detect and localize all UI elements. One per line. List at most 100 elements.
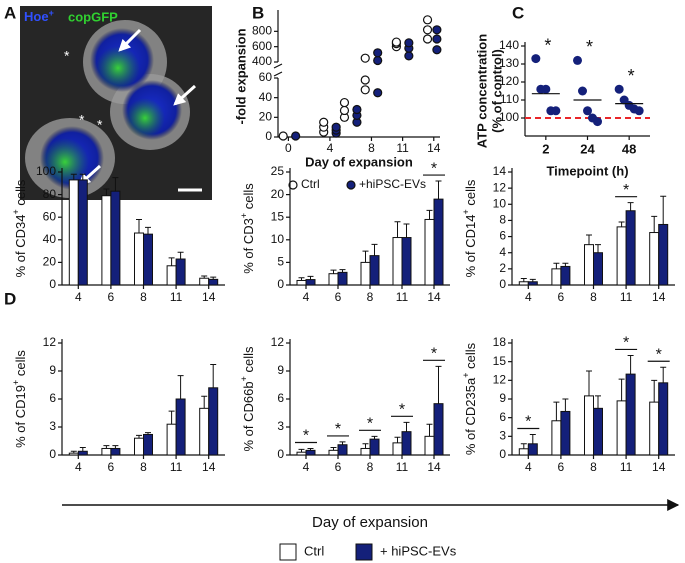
point: [360, 53, 370, 63]
error-bar: [435, 365, 442, 404]
error-bar: [618, 221, 625, 227]
x-tick-label: 14: [202, 290, 216, 304]
point: [541, 84, 551, 94]
label-text: Hoe: [24, 9, 49, 24]
x-tick-label: 6: [335, 460, 342, 474]
point: [404, 38, 414, 48]
label-part: % of CD235a: [463, 377, 478, 455]
error-bar: [330, 269, 337, 274]
bar: [584, 244, 594, 286]
bar: [625, 373, 636, 456]
bar: [101, 447, 112, 456]
label-part: % of CD34: [13, 215, 28, 278]
x-tick-label: 14: [202, 460, 216, 474]
x-tick-label: 14: [427, 141, 441, 155]
point: [339, 105, 350, 116]
bar: [649, 232, 660, 286]
panel-label: D: [4, 289, 16, 308]
bar: [625, 210, 636, 286]
y-tick-label: 80: [43, 187, 57, 201]
y-axis-label: (% of control): [489, 49, 504, 133]
label-part: +: [461, 209, 471, 214]
error-bar: [595, 244, 601, 253]
bar: [208, 387, 219, 456]
bar: [527, 281, 538, 286]
error-bar: [70, 450, 77, 454]
y-tick-label: 15: [493, 354, 507, 368]
bar: [392, 442, 403, 456]
significance: *: [628, 66, 635, 86]
bar: [143, 433, 153, 456]
point: [360, 85, 370, 95]
error-bar: [298, 277, 305, 281]
error-bar: [145, 432, 151, 435]
y-tick-label: 25: [271, 164, 285, 178]
legend-label: Ctrl: [304, 543, 324, 558]
error-bar: [660, 366, 667, 383]
x-tick-label: 4: [303, 290, 310, 304]
point: [291, 131, 301, 141]
error-bar: [426, 209, 433, 220]
y-tick-label: 0: [499, 277, 506, 291]
x-tick-label: 14: [427, 290, 441, 304]
bar: [166, 265, 177, 286]
y-tick-label: 140: [499, 38, 519, 52]
point: [339, 97, 350, 108]
error-bar: [339, 441, 346, 445]
bar: [68, 452, 79, 456]
error-bar: [660, 195, 667, 225]
y-tick-label: 6: [277, 391, 284, 405]
x-tick-label: 4: [75, 290, 82, 304]
label-part: cells: [241, 183, 256, 213]
error-bar: [168, 410, 175, 425]
error-bar: [145, 226, 151, 235]
x-tick-label: 11: [620, 290, 633, 304]
y-axis-label: ATP concentration: [474, 34, 489, 148]
error-bar: [553, 262, 560, 269]
error-bar: [103, 445, 110, 449]
error-bar: [168, 257, 175, 266]
error-bar: [307, 275, 314, 280]
bar: [337, 271, 348, 286]
y-tick-label: 600: [252, 39, 272, 53]
point: [319, 117, 329, 127]
bar: [134, 437, 144, 456]
asterisk: *: [64, 48, 70, 64]
bar: [305, 449, 316, 456]
asterisk: *: [79, 112, 85, 128]
y-axis-label: % of CD3+ cells: [239, 183, 256, 274]
legend-swatch: [279, 543, 297, 561]
bar: [199, 407, 210, 456]
bar: [305, 279, 316, 286]
point: [634, 106, 644, 116]
significance: *: [544, 35, 551, 55]
bar: [77, 179, 88, 286]
y-tick-label: 3: [499, 429, 506, 443]
error-bar: [79, 447, 86, 452]
significance: *: [431, 160, 437, 177]
label-hoe: Hoe+: [24, 8, 54, 24]
y-tick-label: 6: [49, 391, 56, 405]
label-part: +: [239, 376, 249, 381]
y-tick-label: 20: [43, 255, 57, 269]
label-sup: +: [49, 8, 54, 18]
significance: *: [367, 416, 373, 433]
bar: [401, 431, 412, 456]
x-tick-label: 14: [427, 460, 441, 474]
bar: [433, 403, 444, 456]
error-bar: [371, 243, 378, 256]
axis-break: [273, 63, 283, 69]
bar: [551, 268, 562, 286]
error-bar: [595, 395, 601, 409]
error-bar: [330, 447, 337, 451]
y-tick-label: 12: [43, 335, 57, 349]
bar: [199, 277, 210, 286]
error-bar: [362, 443, 369, 449]
error-bar: [210, 276, 217, 280]
error-bar: [112, 177, 119, 192]
point: [614, 84, 624, 94]
error-bar: [79, 173, 86, 180]
error-bar: [112, 445, 119, 449]
point: [278, 131, 288, 141]
